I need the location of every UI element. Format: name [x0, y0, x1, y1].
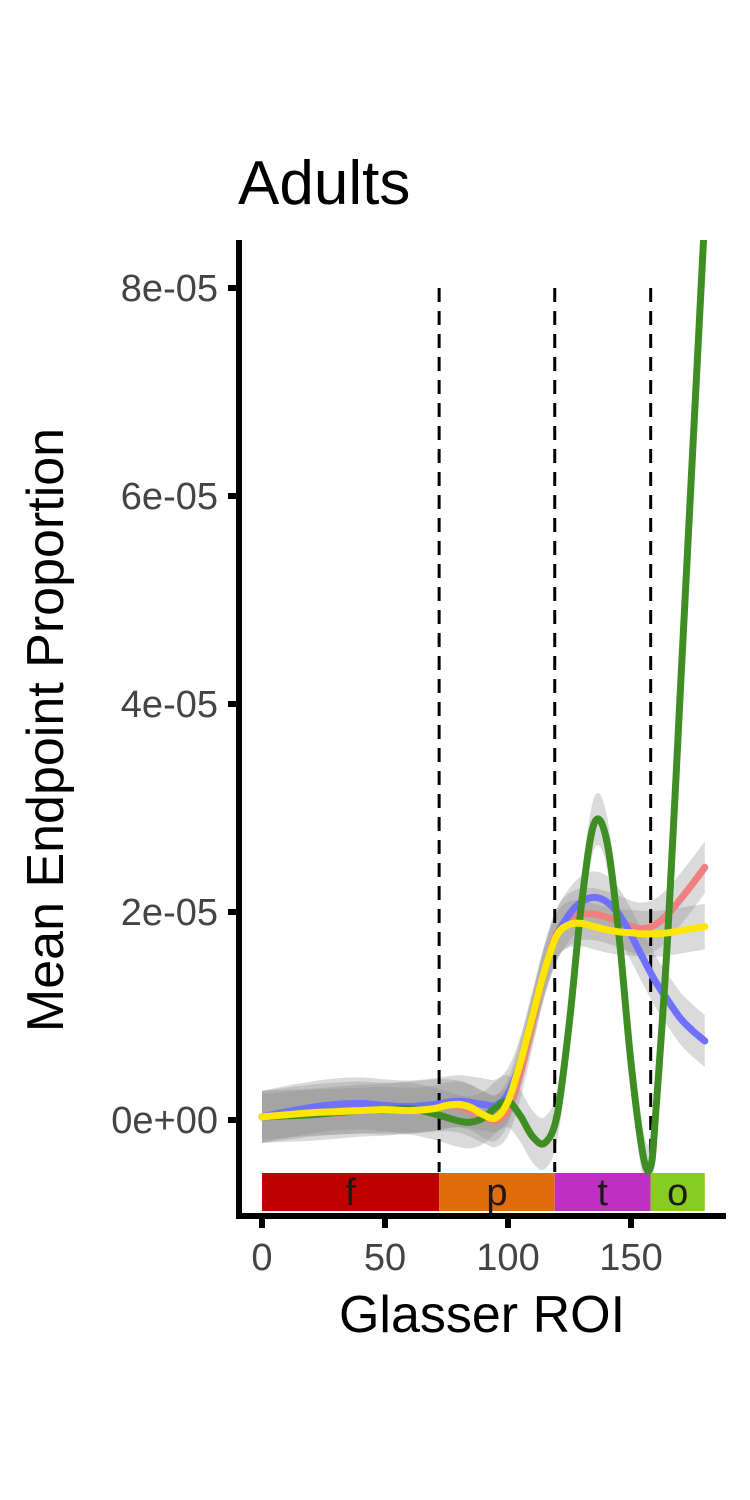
x-tick-label: 50 [364, 1237, 406, 1279]
y-tick-label: 4e-05 [121, 684, 218, 726]
region-f [262, 1173, 440, 1211]
x-axis-ticks: 0 50 100 150 [251, 1216, 663, 1279]
series-lines [258, 240, 709, 1175]
y-tick-label: 8e-05 [121, 268, 218, 310]
x-axis-title: Glasser ROI [339, 1286, 625, 1344]
y-tick-label: 0e+00 [111, 1100, 218, 1142]
x-tick-label: 150 [599, 1237, 662, 1279]
region-label-f: f [345, 1172, 356, 1214]
series-line-4 [258, 919, 709, 1123]
region-label-p: p [486, 1172, 507, 1214]
region-label-t: t [597, 1172, 608, 1214]
region-p [439, 1173, 555, 1211]
region-t [554, 1173, 651, 1211]
series-line-3 [258, 240, 708, 1175]
chart-title: Adults [238, 149, 410, 218]
region-dividers [437, 288, 653, 1172]
region-o [650, 1173, 705, 1211]
y-axis-title: Mean Endpoint Proportion [17, 428, 75, 1032]
y-tick-label: 2e-05 [121, 892, 218, 934]
y-axis-ticks: 0e+00 2e-05 4e-05 6e-05 8e-05 [111, 268, 240, 1142]
y-tick-label: 6e-05 [121, 476, 218, 518]
confidence-bands [262, 240, 705, 1198]
x-tick-label: 100 [476, 1237, 539, 1279]
x-tick-label: 0 [251, 1237, 272, 1279]
region-label-o: o [667, 1172, 688, 1214]
confidence-band-3 [262, 240, 705, 1198]
confidence-band-1 [262, 841, 705, 1148]
